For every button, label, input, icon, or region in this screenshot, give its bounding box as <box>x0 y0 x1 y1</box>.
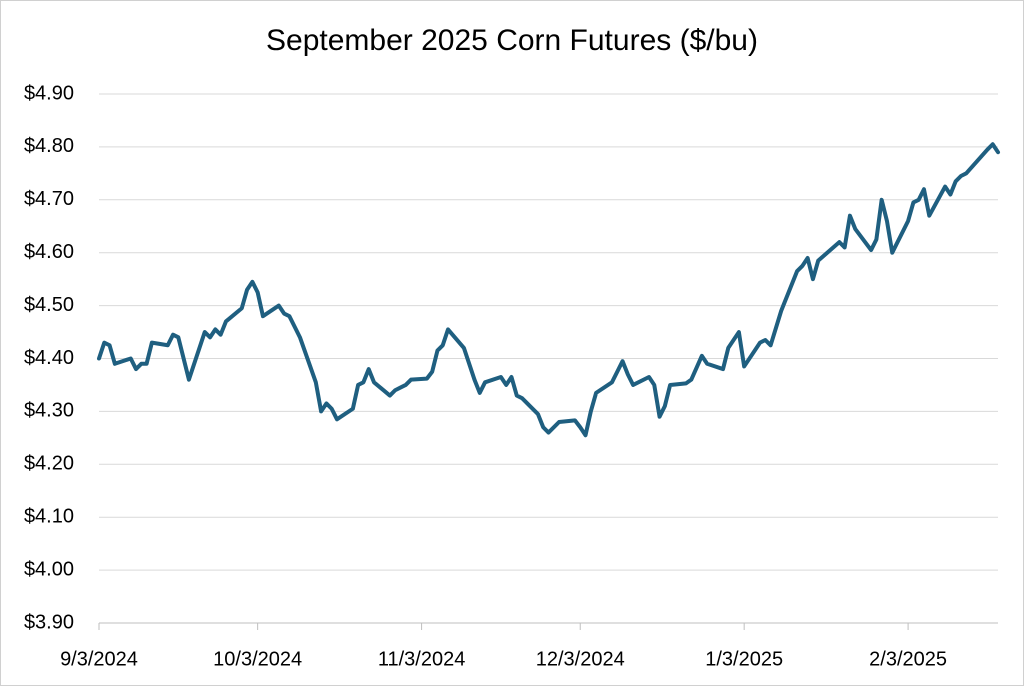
y-tick-label: $4.70 <box>24 188 74 210</box>
y-tick-label: $4.30 <box>24 400 74 422</box>
y-tick-label: $3.90 <box>24 611 74 633</box>
x-tick-label: 12/3/2024 <box>536 648 625 670</box>
y-tick-label: $4.80 <box>24 135 74 157</box>
chart-title: September 2025 Corn Futures ($/bu) <box>266 24 758 57</box>
y-tick-label: $4.10 <box>24 505 74 527</box>
y-tick-label: $4.60 <box>24 241 74 263</box>
x-tick-label: 1/3/2025 <box>705 648 783 670</box>
x-tick-label: 2/3/2025 <box>869 648 947 670</box>
price-line <box>97 142 1000 438</box>
x-tick-label: 10/3/2024 <box>213 648 302 670</box>
y-tick-label: $4.50 <box>24 294 74 316</box>
y-tick-label: $4.20 <box>24 453 74 475</box>
x-tick-label: 9/3/2024 <box>60 648 138 670</box>
y-tick-label: $4.90 <box>24 82 74 104</box>
x-tick-label: 11/3/2024 <box>378 648 466 670</box>
y-tick-label: $4.00 <box>24 558 74 580</box>
y-tick-label: $4.40 <box>24 347 74 369</box>
